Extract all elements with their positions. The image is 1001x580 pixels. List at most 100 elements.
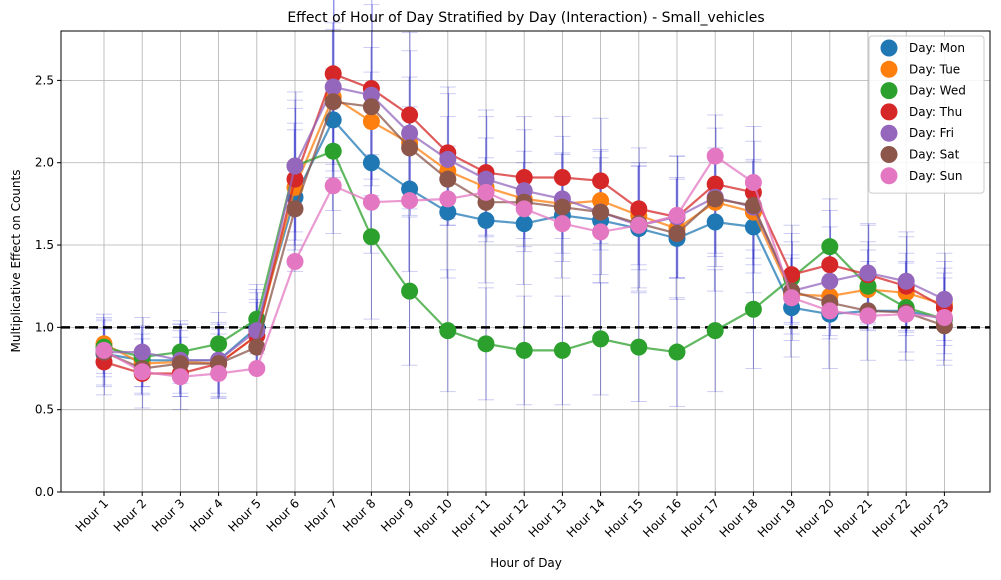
data-point <box>477 211 495 229</box>
legend: Day: Mon Day: Tue Day: Wed Day: Thu Day: Fri… <box>868 35 985 194</box>
data-point <box>477 335 495 353</box>
data-point <box>668 225 686 243</box>
plot-frame <box>60 30 991 493</box>
legend-label: Day: Fri <box>909 126 954 140</box>
y-tick-label: 0.5 <box>35 403 54 417</box>
data-point <box>706 147 724 165</box>
y-tick-label: 0.0 <box>35 485 54 499</box>
data-point <box>439 150 457 168</box>
data-point <box>401 124 419 142</box>
data-point <box>592 330 610 348</box>
data-point <box>477 183 495 201</box>
x-axis-title: Hour of Day <box>490 556 562 570</box>
data-point <box>439 203 457 221</box>
legend-marker <box>880 60 898 78</box>
data-point <box>935 290 953 308</box>
x-tick-label: Hour 13 <box>526 496 570 540</box>
x-tick-label: Hour 7 <box>302 496 340 534</box>
data-point <box>133 343 151 361</box>
x-tick-label: Hour 14 <box>564 496 608 540</box>
x-tick-label: Hour 19 <box>755 496 799 540</box>
legend-marker <box>880 82 898 100</box>
y-tick-label: 2.0 <box>35 156 54 170</box>
legend-marker <box>880 167 898 185</box>
x-tick-label: Hour 9 <box>378 496 416 534</box>
legend-label: Day: Mon <box>909 41 965 55</box>
x-tick-label: Hour 6 <box>264 496 302 534</box>
data-point <box>95 341 113 359</box>
data-point <box>439 170 457 188</box>
data-point <box>706 175 724 193</box>
x-tick-label: Hour 17 <box>678 496 722 540</box>
data-point <box>821 238 839 256</box>
data-point <box>248 360 266 378</box>
data-point <box>744 197 762 215</box>
data-point <box>630 200 648 218</box>
y-tick-label: 2.5 <box>35 73 54 87</box>
x-tick-label: Hour 8 <box>340 496 378 534</box>
x-tick-label: Hour 4 <box>187 496 225 534</box>
y-tick-label: 1.0 <box>35 320 54 334</box>
data-point <box>553 169 571 187</box>
data-point <box>362 113 380 131</box>
data-point <box>515 341 533 359</box>
data-point <box>171 368 189 386</box>
legend-marker <box>880 39 898 57</box>
data-point <box>706 322 724 340</box>
data-point <box>553 215 571 233</box>
grid <box>61 31 990 493</box>
legend-marker <box>880 103 898 121</box>
data-point <box>515 215 533 233</box>
series-lines <box>95 65 953 386</box>
data-point <box>668 206 686 224</box>
data-point <box>630 338 648 356</box>
legend-marker <box>880 124 898 142</box>
data-point <box>630 216 648 234</box>
data-point <box>324 78 342 96</box>
x-tick-label: Hour 23 <box>908 496 952 540</box>
x-tick-label: Hour 21 <box>831 496 875 540</box>
data-point <box>783 289 801 307</box>
data-point <box>362 98 380 116</box>
data-point <box>401 192 419 210</box>
data-point <box>859 307 877 325</box>
data-point <box>897 305 915 323</box>
data-point <box>210 335 228 353</box>
data-point <box>401 139 419 157</box>
data-point <box>592 223 610 241</box>
data-point <box>171 355 189 373</box>
data-point <box>362 228 380 246</box>
y-tick-label: 1.5 <box>35 238 54 252</box>
data-point <box>286 157 304 175</box>
x-tick-label: Hour 18 <box>717 496 761 540</box>
x-tick-label: Hour 5 <box>225 496 263 534</box>
x-tick-label: Hour 12 <box>487 496 531 540</box>
data-point <box>362 193 380 211</box>
x-tick-label: Hour 10 <box>411 496 455 540</box>
data-point <box>859 264 877 282</box>
x-tick-label: Hour 20 <box>793 496 837 540</box>
x-tick-label: Hour 3 <box>149 496 187 534</box>
data-point <box>439 190 457 208</box>
legend-label: Day: Wed <box>909 84 966 98</box>
data-point <box>935 308 953 326</box>
legend-label: Day: Sun <box>909 169 963 183</box>
data-point <box>744 173 762 191</box>
data-point <box>324 142 342 160</box>
data-point <box>401 282 419 300</box>
x-tick-label: Hour 11 <box>449 496 493 540</box>
legend-box <box>868 35 985 194</box>
data-point <box>553 198 571 216</box>
x-tick-label: Hour 15 <box>602 496 646 540</box>
series-day-sun <box>95 147 953 386</box>
data-point <box>744 300 762 318</box>
legend-label: Day: Sat <box>909 148 960 162</box>
data-point <box>515 200 533 218</box>
x-tick-label: Hour 22 <box>869 496 913 540</box>
data-point <box>324 93 342 111</box>
y-axis-title: Multiplicative Effect on Counts <box>9 170 23 353</box>
data-point <box>210 364 228 382</box>
x-tick-label: Hour 1 <box>73 496 111 534</box>
